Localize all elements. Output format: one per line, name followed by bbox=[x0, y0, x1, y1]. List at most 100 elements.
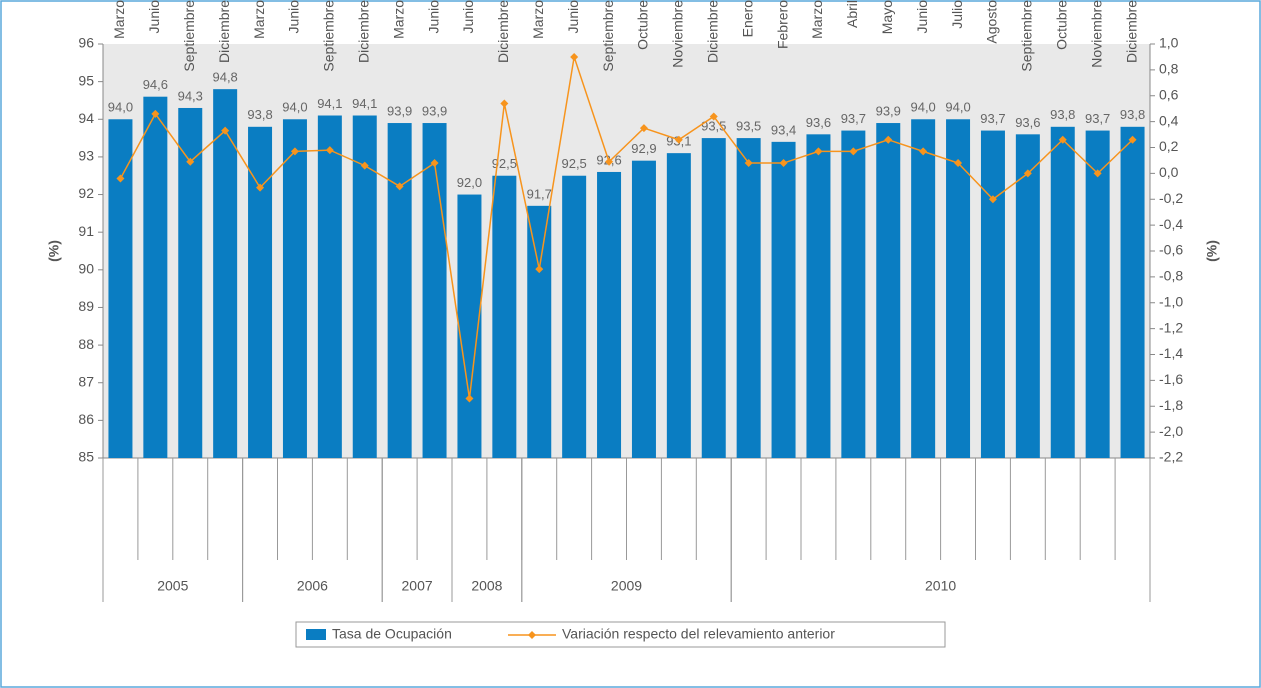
bar-value-label: 94,6 bbox=[143, 77, 168, 92]
bar bbox=[597, 171, 622, 459]
bar-value-label: 93,6 bbox=[806, 115, 831, 130]
line-marker bbox=[954, 159, 963, 168]
line-marker bbox=[919, 147, 928, 156]
line-marker bbox=[674, 135, 683, 144]
x-tick-label: Mayo bbox=[879, 0, 895, 34]
y-tick-label: 87 bbox=[78, 373, 94, 389]
bar-value-label: 94,1 bbox=[317, 96, 342, 111]
x-tick-label: Octubre bbox=[635, 0, 651, 50]
x-tick-label: Septiembre bbox=[1019, 0, 1035, 72]
bar bbox=[1120, 126, 1145, 459]
bar bbox=[911, 119, 936, 458]
x-tick-label: Diciembre bbox=[216, 0, 232, 63]
y2-tick-label: -2,2 bbox=[1159, 449, 1183, 465]
y-tick-label: 89 bbox=[78, 298, 94, 314]
bar bbox=[771, 141, 796, 458]
bar bbox=[841, 130, 866, 458]
y-tick-label: 92 bbox=[78, 185, 94, 201]
x-tick-label: Junio bbox=[286, 0, 302, 33]
y2-tick-label: 0,6 bbox=[1159, 86, 1179, 102]
line bbox=[119, 56, 1134, 399]
y2-tick-label: -2,0 bbox=[1159, 423, 1183, 439]
bar bbox=[143, 96, 168, 458]
line-marker bbox=[186, 157, 195, 166]
y2-tick-label: -1,6 bbox=[1159, 371, 1183, 387]
legend-swatch bbox=[528, 631, 536, 639]
x-tick-label: Abril bbox=[844, 0, 860, 28]
y2-tick-label: 0,0 bbox=[1159, 164, 1179, 180]
x-tick-label: Marzo bbox=[530, 0, 546, 39]
bar-value-label: 94,0 bbox=[945, 100, 970, 115]
x-tick-label: Marzo bbox=[111, 0, 127, 39]
bar-value-label: 92,0 bbox=[457, 175, 482, 190]
group-label: 2006 bbox=[297, 578, 328, 594]
line-marker bbox=[1093, 169, 1102, 178]
line-marker bbox=[430, 159, 439, 168]
x-tick-label: Diciembre bbox=[704, 0, 720, 63]
bar-value-label: 93,8 bbox=[247, 107, 272, 122]
bar-value-label: 93,6 bbox=[1015, 115, 1040, 130]
bar bbox=[1050, 126, 1075, 459]
y2-tick-label: 1,0 bbox=[1159, 35, 1179, 51]
y-tick-label: 96 bbox=[78, 35, 94, 51]
bar bbox=[876, 123, 901, 458]
y2-tick-label: -0,6 bbox=[1159, 242, 1183, 258]
bar-value-label: 93,5 bbox=[701, 119, 726, 134]
legend-swatch bbox=[306, 629, 326, 640]
x-tick-label: Agosto bbox=[984, 0, 1000, 44]
bar-value-label: 94,0 bbox=[282, 100, 307, 115]
line-marker bbox=[1023, 169, 1032, 178]
bar-value-label: 92,5 bbox=[561, 156, 586, 171]
group-label: 2007 bbox=[402, 578, 433, 594]
bar-value-label: 94,1 bbox=[352, 96, 377, 111]
line-marker bbox=[814, 147, 823, 156]
line-marker bbox=[360, 161, 369, 170]
bar-value-label: 93,8 bbox=[1050, 107, 1075, 122]
x-tick-label: Junio bbox=[425, 0, 441, 33]
bar bbox=[1085, 130, 1110, 458]
x-tick-label: Diciembre bbox=[355, 0, 371, 63]
y2-tick-label: -0,2 bbox=[1159, 190, 1183, 206]
bar bbox=[1015, 134, 1040, 458]
bar bbox=[736, 138, 761, 458]
x-tick-label: Marzo bbox=[251, 0, 267, 39]
bar-value-label: 93,5 bbox=[736, 119, 761, 134]
line-marker bbox=[116, 174, 125, 183]
bar-value-label: 93,7 bbox=[841, 111, 866, 126]
legend bbox=[295, 621, 946, 648]
x-tick-label: Enero bbox=[739, 0, 755, 37]
line-marker bbox=[395, 182, 404, 191]
bar-value-label: 94,3 bbox=[178, 88, 203, 103]
bar-value-label: 92,9 bbox=[631, 141, 656, 156]
line-marker bbox=[744, 159, 753, 168]
bar-value-label: 91,7 bbox=[527, 186, 552, 201]
bar bbox=[946, 119, 971, 458]
bar bbox=[701, 138, 726, 458]
legend-label: Variación respecto del relevamiento ante… bbox=[562, 626, 835, 642]
y2-tick-label: 0,4 bbox=[1159, 112, 1179, 128]
y-tick-label: 91 bbox=[78, 223, 94, 239]
y-tick-label: 86 bbox=[78, 411, 94, 427]
line-marker bbox=[1058, 135, 1067, 144]
bar-value-label: 92,5 bbox=[492, 156, 517, 171]
x-tick-label: Septiembre bbox=[321, 0, 337, 72]
line-marker bbox=[605, 157, 614, 166]
bar bbox=[527, 205, 552, 458]
line-marker bbox=[570, 52, 579, 61]
bar bbox=[422, 123, 447, 458]
y2-tick-label: 0,2 bbox=[1159, 138, 1179, 154]
plot-area bbox=[103, 44, 1150, 458]
y-tick-label: 88 bbox=[78, 336, 94, 352]
bar bbox=[387, 123, 412, 458]
line-marker bbox=[325, 146, 334, 155]
line-marker bbox=[535, 265, 544, 274]
y2-axis-label: (%) bbox=[1204, 240, 1220, 262]
y2-tick-label: -1,8 bbox=[1159, 397, 1183, 413]
bar-value-label: 93,9 bbox=[876, 103, 901, 118]
bar bbox=[108, 119, 133, 458]
bar-value-label: 94,8 bbox=[212, 70, 237, 85]
bar-value-label: 93,9 bbox=[422, 103, 447, 118]
y2-tick-label: 0,8 bbox=[1159, 61, 1179, 77]
bar bbox=[248, 126, 273, 459]
